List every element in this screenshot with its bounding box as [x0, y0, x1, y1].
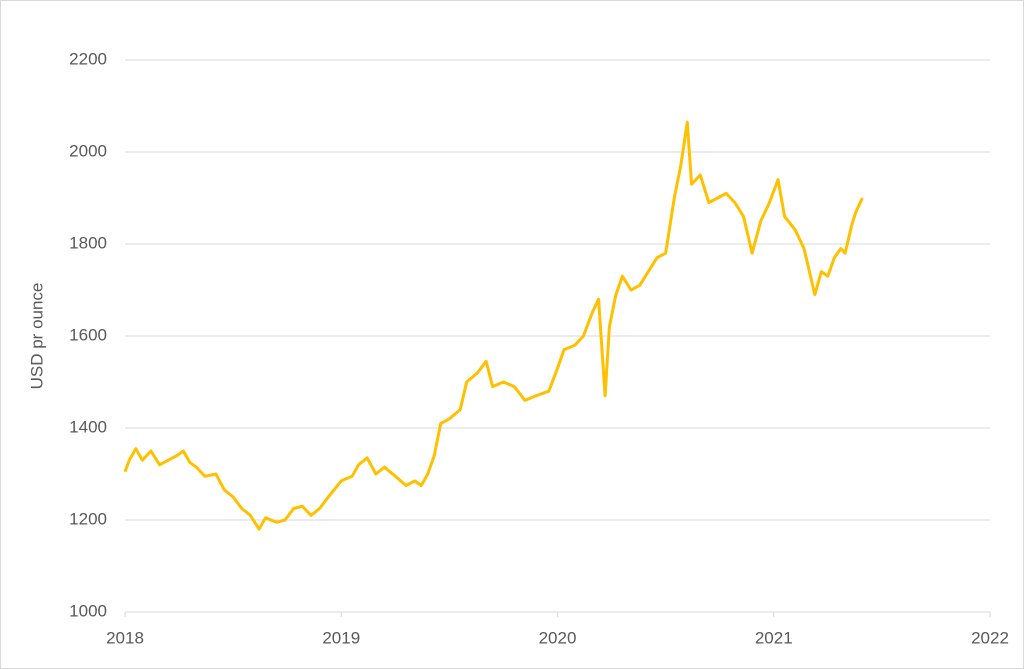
- y-tick-label: 1000: [69, 601, 107, 620]
- y-axis-label: USD pr ounce: [27, 283, 46, 390]
- x-tick-label: 2019: [322, 628, 360, 647]
- y-tick-label: 2200: [69, 49, 107, 68]
- line-series: [123, 120, 864, 531]
- y-tick-label: 1200: [69, 509, 107, 528]
- x-tick-label: 2020: [539, 628, 577, 647]
- y-tick-label: 1800: [69, 233, 107, 252]
- x-tick-label: 2022: [971, 628, 1009, 647]
- y-tick-label: 1400: [69, 417, 107, 436]
- x-tick-label: 2021: [755, 628, 793, 647]
- y-tick-label: 2000: [69, 141, 107, 160]
- y-tick-label: 1600: [69, 325, 107, 344]
- x-tick-label: 2018: [106, 628, 144, 647]
